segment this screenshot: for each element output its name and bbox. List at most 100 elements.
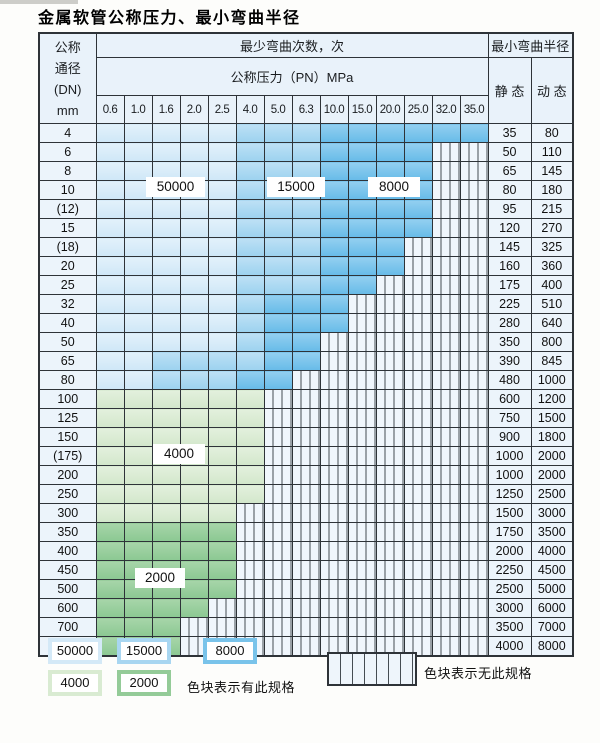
spec-cell [151, 541, 181, 561]
spec-cell [95, 332, 125, 352]
spec-cell [95, 522, 125, 542]
spec-cell [179, 332, 209, 352]
no-spec-cell [291, 370, 321, 390]
dn-label: 25 [38, 275, 97, 295]
spec-cell [179, 408, 209, 428]
spec-cell [403, 161, 433, 181]
no-spec-cell [235, 503, 265, 523]
spec-cell [207, 332, 237, 352]
spec-cell [123, 199, 153, 219]
spec-cell [235, 484, 265, 504]
no-spec-cell [375, 427, 405, 447]
no-spec-cell [347, 313, 377, 333]
spec-cell [123, 427, 153, 447]
no-spec-cell [291, 389, 321, 409]
no-spec-cell [263, 579, 293, 599]
no-spec-cell [403, 465, 433, 485]
spec-cell [207, 123, 237, 143]
static-radius-value: 160 [487, 256, 532, 276]
spec-cell [179, 237, 209, 257]
spec-cell [403, 123, 433, 143]
no-spec-cell [459, 408, 489, 428]
no-spec-cell [375, 560, 405, 580]
spec-cell [151, 218, 181, 238]
spec-cell [151, 123, 181, 143]
spec-cell [95, 161, 125, 181]
dynamic-radius-value: 2500 [530, 484, 574, 504]
no-spec-cell [263, 427, 293, 447]
spec-cell [179, 389, 209, 409]
table-row: (175) 1000 2000 [38, 446, 574, 466]
spec-cell [95, 275, 125, 295]
no-spec-cell [263, 541, 293, 561]
spec-cell [375, 218, 405, 238]
dn-label: 4 [38, 123, 97, 143]
static-radius-value: 50 [487, 142, 532, 162]
dn-header-line: 通径 [54, 60, 81, 76]
spec-cell [95, 560, 125, 580]
no-spec-cell [431, 617, 461, 637]
no-spec-cell [263, 522, 293, 542]
pn-column-header: 4.0 [235, 95, 265, 124]
no-spec-cell [291, 446, 321, 466]
static-radius-value: 2250 [487, 560, 532, 580]
spec-cell [95, 370, 125, 390]
spec-cell [347, 256, 377, 276]
no-spec-cell [263, 636, 293, 657]
spec-cell [151, 142, 181, 162]
dynamic-radius-value: 1000 [530, 370, 574, 390]
dynamic-radius-value: 270 [530, 218, 574, 238]
dn-label: 125 [38, 408, 97, 428]
min-radius-header: 最小弯曲半径 [487, 32, 574, 58]
spec-cell [403, 199, 433, 219]
spec-cell [123, 256, 153, 276]
no-spec-cell [459, 465, 489, 485]
spec-cell [95, 218, 125, 238]
table-row: 150 900 1800 [38, 427, 574, 447]
spec-cell [151, 617, 181, 637]
spec-cell [151, 313, 181, 333]
table-row: 125 750 1500 [38, 408, 574, 428]
spec-cell [319, 123, 349, 143]
spec-cell [123, 351, 153, 371]
static-radius-value: 600 [487, 389, 532, 409]
spec-cell [347, 218, 377, 238]
no-spec-cell [375, 294, 405, 314]
spec-cell [263, 351, 293, 371]
no-spec-cell [319, 579, 349, 599]
no-spec-cell [207, 617, 237, 637]
spec-cell [207, 446, 237, 466]
spec-cell [347, 123, 377, 143]
no-spec-cell [319, 408, 349, 428]
spec-cell [151, 408, 181, 428]
spec-cell [123, 389, 153, 409]
pn-column-header: 1.0 [123, 95, 153, 124]
no-spec-cell [375, 617, 405, 637]
spec-cell [179, 465, 209, 485]
dynamic-radius-value: 4500 [530, 560, 574, 580]
spec-cell [263, 237, 293, 257]
dynamic-radius-value: 5000 [530, 579, 574, 599]
dynamic-radius-value: 3000 [530, 503, 574, 523]
spec-cell [151, 294, 181, 314]
spec-cell [375, 161, 405, 181]
no-spec-cell [375, 541, 405, 561]
spec-cell [207, 579, 237, 599]
no-spec-cell [403, 351, 433, 371]
pn-column-header: 5.0 [263, 95, 293, 124]
spec-cell [95, 541, 125, 561]
spec-cell [291, 142, 321, 162]
table-row: 15 120 270 [38, 218, 574, 238]
no-spec-cell [291, 484, 321, 504]
no-spec-cell [179, 636, 209, 657]
dynamic-radius-value: 845 [530, 351, 574, 371]
dn-label: 700 [38, 617, 97, 637]
no-spec-cell [347, 617, 377, 637]
static-header: 静 态 [487, 57, 532, 124]
table-row: 350 1750 3500 [38, 522, 574, 542]
spec-cell [123, 503, 153, 523]
spec-cell [95, 256, 125, 276]
pn-column-header: 0.6 [95, 95, 125, 124]
spec-cell [319, 275, 349, 295]
